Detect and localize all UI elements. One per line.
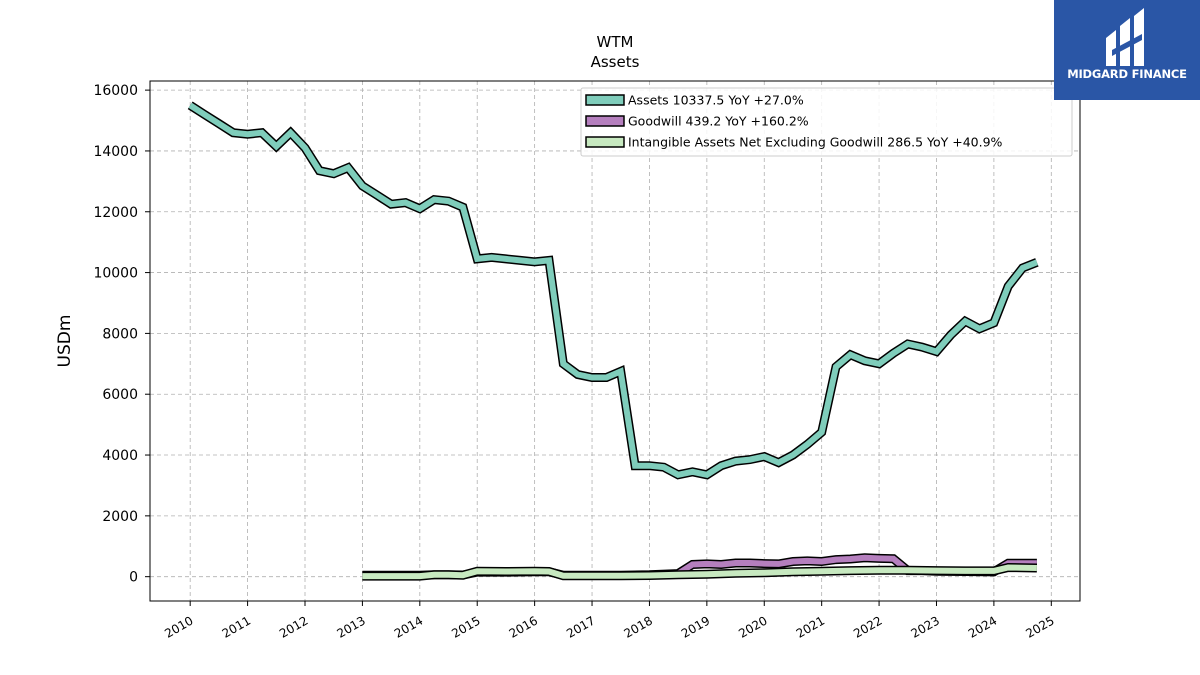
x-tick-label: 2022: [851, 613, 884, 640]
y-tick-label: 14000: [93, 144, 138, 160]
logo-text: MIDGARD FINANCE: [1067, 67, 1187, 81]
y-tick-label: 12000: [93, 205, 138, 221]
chart-subtitle: Assets: [591, 53, 640, 71]
x-tick-label: 2021: [794, 613, 827, 640]
x-tick-label: 2020: [736, 613, 769, 640]
y-tick-label: 10000: [93, 266, 138, 282]
series-layer: [187, 101, 1039, 581]
x-tick-label: 2017: [564, 613, 597, 640]
series-line-intangibles: [362, 564, 1037, 580]
y-tick-label: 16000: [93, 83, 138, 99]
legend-swatch: [585, 136, 625, 148]
y-tick-label: 2000: [102, 509, 138, 525]
ticks: 2010 2011 2012 2013 2014 2015 2016 2017 2018 2019…: [93, 83, 1056, 641]
y-tick-label: 6000: [102, 387, 138, 403]
legend-swatch: [585, 94, 625, 106]
y-axis-label: USDm: [55, 315, 75, 368]
y-tick-label: 4000: [102, 448, 138, 464]
x-tick-label: 2011: [220, 613, 253, 640]
logo-mark-icon: [1106, 8, 1144, 66]
legend: Assets 10337.5 YoY +27.0% Goodwill 439.2 …: [580, 87, 1073, 157]
legend-label: Assets 10337.5 YoY +27.0%: [628, 93, 804, 108]
x-tick-label: 2010: [162, 613, 195, 640]
x-tick-label: 2015: [449, 613, 482, 640]
legend-label: Goodwill 439.2 YoY +160.2%: [628, 114, 809, 129]
x-tick-label: 2012: [277, 613, 310, 640]
x-tick-label: 2013: [334, 613, 367, 640]
x-tick-label: 2025: [1023, 613, 1056, 640]
x-tick-label: 2023: [909, 613, 942, 640]
legend-swatch: [585, 115, 625, 127]
x-tick-label: 2019: [679, 613, 712, 640]
midgard-finance-logo: MIDGARD FINANCE: [1054, 0, 1200, 100]
series-line-assets: [188, 102, 1039, 478]
x-tick-label: 2024: [966, 613, 999, 640]
legend-frame: [580, 87, 1073, 157]
chart-title: WTM: [597, 33, 634, 51]
y-tick-label: 8000: [102, 326, 138, 342]
plot-frame: [149, 80, 1081, 602]
x-tick-label: 2014: [392, 613, 425, 640]
y-tick-label: 0: [129, 570, 138, 586]
x-tick-label: 2018: [621, 613, 654, 640]
x-tick-label: 2016: [507, 613, 540, 640]
legend-label: Intangible Assets Net Excluding Goodwill…: [628, 135, 1003, 150]
series-line-assets-outline: [187, 101, 1039, 480]
